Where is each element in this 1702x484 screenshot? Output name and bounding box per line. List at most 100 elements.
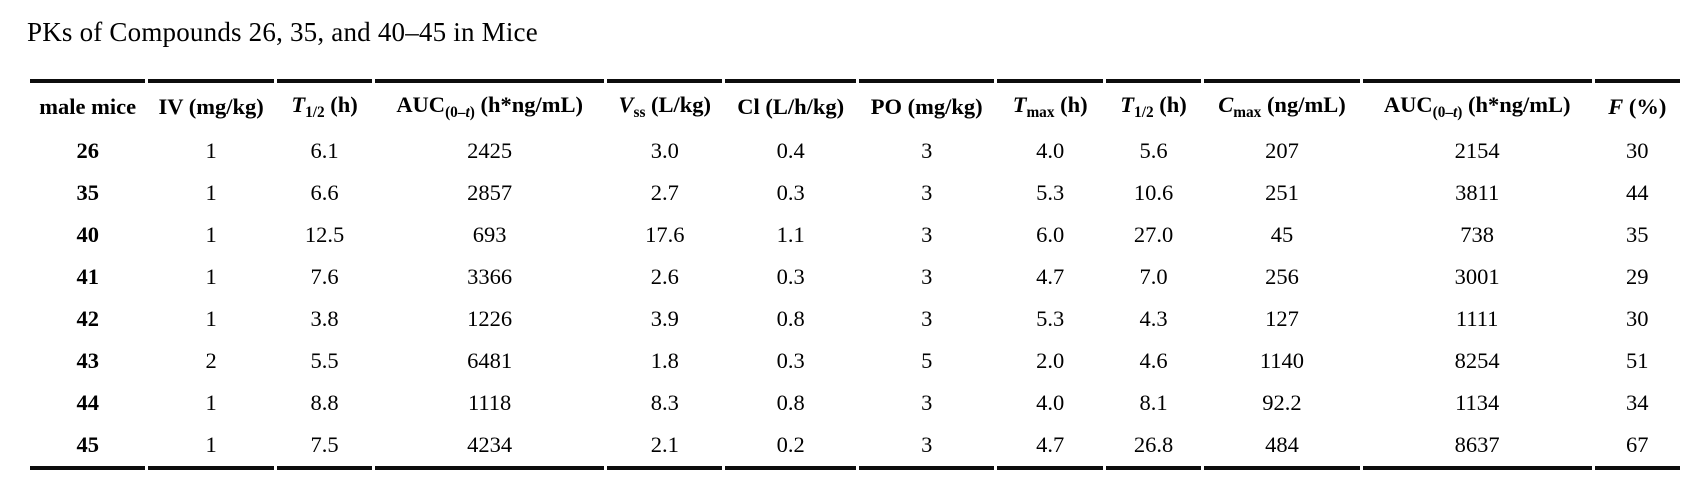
col-header-iv-dose: IV (mg/kg) <box>148 79 274 130</box>
table-body: 26 1 6.1 2425 3.0 0.4 3 4.0 5.6 207 2154 30 35 1 6.6 28… <box>30 130 1680 470</box>
value-cell: 4.3 <box>1139 306 1168 331</box>
header-subscript: 1/2 <box>305 104 325 122</box>
header-label: IV (mg/kg) <box>158 93 264 119</box>
col-header-tmax: Tmax (h) <box>997 79 1103 130</box>
value-cell: 3001 <box>1454 264 1500 289</box>
compound-id-cell: 42 <box>76 306 99 331</box>
value-cell: 8.3 <box>650 390 679 415</box>
value-cell: 4.7 <box>1036 264 1065 289</box>
value-cell: 10.6 <box>1133 180 1174 205</box>
value-cell: 0.4 <box>776 138 805 163</box>
compound-id-cell: 43 <box>76 348 99 373</box>
col-header-male-mice: male mice <box>30 79 146 130</box>
value-cell: 1 <box>205 306 217 331</box>
header-row: male mice IV (mg/kg) T1/2 (h) AUC(0–t) (… <box>30 79 1680 130</box>
value-cell: 0.3 <box>776 264 805 289</box>
header-symbol: F <box>1608 93 1624 119</box>
value-cell: 8.1 <box>1139 390 1168 415</box>
header-label: male mice <box>39 93 137 119</box>
subscript-italic-t: t <box>465 104 470 122</box>
value-cell: 1 <box>148 424 274 470</box>
header-symbol: V <box>618 92 634 117</box>
header-unit: (h) <box>1054 92 1088 117</box>
subscript-pre: (0– <box>1432 104 1453 122</box>
value-cell: 2.6 <box>650 264 679 289</box>
table-row: 42 1 3.8 1226 3.9 0.8 3 5.3 4.3 127 1111 30 <box>30 298 1680 340</box>
value-cell: 3 <box>921 264 933 289</box>
value-cell: 2857 <box>467 180 513 205</box>
value-cell: 6.6 <box>310 180 339 205</box>
value-cell: 1 <box>205 390 217 415</box>
value-cell: 3366 <box>467 264 513 289</box>
value-cell: 0.8 <box>776 390 805 415</box>
header-label: PO (mg/kg) <box>870 93 983 119</box>
value-cell: 5.6 <box>1139 138 1168 163</box>
header-unit: (h) <box>1153 92 1187 117</box>
value-cell: 7.0 <box>1139 264 1168 289</box>
value-cell: 5.3 <box>1036 180 1065 205</box>
value-cell: 3 <box>921 138 933 163</box>
value-cell: 1.1 <box>776 222 805 247</box>
col-header-vss: Vss (L/kg) <box>607 79 723 130</box>
value-cell: 3 <box>858 424 995 470</box>
value-cell: 3.8 <box>310 306 339 331</box>
value-cell: 2.0 <box>1036 348 1065 373</box>
header-subscript: 1/2 <box>1134 104 1154 122</box>
header-subscript: ss <box>633 104 646 122</box>
header-unit: (h*ng/mL) <box>1462 92 1571 117</box>
value-cell: 4234 <box>375 424 605 470</box>
compound-id-cell: 45 <box>30 424 146 470</box>
value-cell: 6.1 <box>310 138 339 163</box>
header-unit: (ng/mL) <box>1261 92 1346 117</box>
value-cell: 27.0 <box>1133 222 1174 247</box>
value-cell: 5 <box>921 348 933 373</box>
value-cell: 3 <box>921 180 933 205</box>
value-cell: 2154 <box>1454 138 1500 163</box>
value-cell: 5.3 <box>1036 306 1065 331</box>
value-cell: 2 <box>205 348 217 373</box>
header-symbol: AUC <box>396 92 446 117</box>
value-cell: 26.8 <box>1105 424 1202 470</box>
value-cell: 12.5 <box>304 222 345 247</box>
header-symbol: AUC <box>1383 92 1433 117</box>
header-symbol: T <box>1120 92 1135 117</box>
value-cell: 0.8 <box>776 306 805 331</box>
value-cell: 256 <box>1265 264 1299 289</box>
col-header-po-t-half: T1/2 (h) <box>1105 79 1202 130</box>
value-cell: 1 <box>205 264 217 289</box>
header-label: Cl (L/h/kg) <box>737 93 845 119</box>
header-symbol: T <box>1012 92 1027 117</box>
value-cell: 2.1 <box>607 424 723 470</box>
table-row: 40 1 12.5 693 17.6 1.1 3 6.0 27.0 45 738 35 <box>30 214 1680 256</box>
value-cell: 1111 <box>1455 306 1499 331</box>
table-row: 26 1 6.1 2425 3.0 0.4 3 4.0 5.6 207 2154 30 <box>30 130 1680 172</box>
compound-id-cell: 40 <box>76 222 99 247</box>
value-cell: 6481 <box>467 348 513 373</box>
compound-id-cell: 26 <box>76 138 99 163</box>
compound-id-cell: 41 <box>76 264 99 289</box>
subscript-post: ) <box>469 104 475 122</box>
header-unit: (L/kg) <box>645 92 712 117</box>
value-cell: 44 <box>1626 180 1649 205</box>
value-cell: 51 <box>1626 348 1649 373</box>
value-cell: 35 <box>1626 222 1649 247</box>
header-unit: (h*ng/mL) <box>474 92 583 117</box>
compound-id-cell: 35 <box>76 180 99 205</box>
value-cell: 4.0 <box>1036 390 1065 415</box>
value-cell: 30 <box>1626 138 1649 163</box>
value-cell: 7.6 <box>310 264 339 289</box>
value-cell: 6.0 <box>1036 222 1065 247</box>
value-cell: 8.8 <box>310 390 339 415</box>
value-cell: 0.3 <box>776 180 805 205</box>
value-cell: 5.5 <box>310 348 339 373</box>
value-cell: 3 <box>921 222 933 247</box>
table-row: 35 1 6.6 2857 2.7 0.3 3 5.3 10.6 251 3811 44 <box>30 172 1680 214</box>
col-header-f-percent: F (%) <box>1594 79 1680 130</box>
pk-table: male mice IV (mg/kg) T1/2 (h) AUC(0–t) (… <box>27 79 1683 470</box>
col-header-po-auc: AUC(0–t) (h*ng/mL) <box>1362 79 1592 130</box>
value-cell: 3 <box>921 390 933 415</box>
value-cell: 45 <box>1270 222 1294 247</box>
value-cell: 1140 <box>1259 348 1305 373</box>
value-cell: 1118 <box>467 390 512 415</box>
